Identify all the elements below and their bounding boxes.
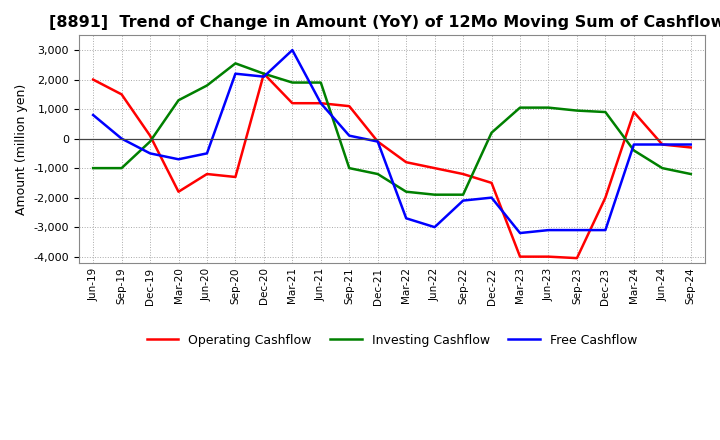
- Investing Cashflow: [431, 192, 439, 197]
- Investing Cashflow: [174, 98, 183, 103]
- Free Cashflow: [288, 48, 297, 53]
- Investing Cashflow: [145, 139, 154, 144]
- Operating Cashflow: [145, 133, 154, 138]
- Investing Cashflow: [202, 83, 211, 88]
- Operating Cashflow: [345, 103, 354, 109]
- Investing Cashflow: [260, 71, 269, 76]
- Free Cashflow: [431, 224, 439, 230]
- Investing Cashflow: [402, 189, 410, 194]
- Operating Cashflow: [202, 172, 211, 177]
- Operating Cashflow: [658, 142, 667, 147]
- Investing Cashflow: [629, 148, 638, 153]
- Operating Cashflow: [231, 174, 240, 180]
- Operating Cashflow: [117, 92, 126, 97]
- Operating Cashflow: [288, 101, 297, 106]
- Free Cashflow: [202, 151, 211, 156]
- Investing Cashflow: [487, 130, 496, 136]
- Free Cashflow: [658, 142, 667, 147]
- Investing Cashflow: [317, 80, 325, 85]
- Investing Cashflow: [544, 105, 553, 110]
- Free Cashflow: [459, 198, 467, 203]
- Operating Cashflow: [572, 256, 581, 261]
- Operating Cashflow: [317, 101, 325, 106]
- Free Cashflow: [374, 139, 382, 144]
- Legend: Operating Cashflow, Investing Cashflow, Free Cashflow: Operating Cashflow, Investing Cashflow, …: [142, 329, 642, 352]
- Investing Cashflow: [459, 192, 467, 197]
- Free Cashflow: [345, 133, 354, 138]
- Free Cashflow: [601, 227, 610, 233]
- Free Cashflow: [516, 231, 524, 236]
- Investing Cashflow: [374, 172, 382, 177]
- Investing Cashflow: [345, 165, 354, 171]
- Free Cashflow: [174, 157, 183, 162]
- Operating Cashflow: [487, 180, 496, 186]
- Investing Cashflow: [658, 165, 667, 171]
- Investing Cashflow: [288, 80, 297, 85]
- Free Cashflow: [89, 112, 97, 117]
- Free Cashflow: [145, 151, 154, 156]
- Free Cashflow: [572, 227, 581, 233]
- Y-axis label: Amount (million yen): Amount (million yen): [15, 83, 28, 215]
- Operating Cashflow: [89, 77, 97, 82]
- Operating Cashflow: [629, 110, 638, 115]
- Free Cashflow: [544, 227, 553, 233]
- Free Cashflow: [317, 101, 325, 106]
- Free Cashflow: [260, 74, 269, 79]
- Operating Cashflow: [174, 189, 183, 194]
- Operating Cashflow: [402, 160, 410, 165]
- Line: Investing Cashflow: Investing Cashflow: [93, 63, 690, 194]
- Operating Cashflow: [516, 254, 524, 259]
- Free Cashflow: [686, 142, 695, 147]
- Investing Cashflow: [117, 165, 126, 171]
- Investing Cashflow: [601, 110, 610, 115]
- Free Cashflow: [117, 136, 126, 141]
- Investing Cashflow: [516, 105, 524, 110]
- Investing Cashflow: [89, 165, 97, 171]
- Investing Cashflow: [231, 61, 240, 66]
- Title: [8891]  Trend of Change in Amount (YoY) of 12Mo Moving Sum of Cashflows: [8891] Trend of Change in Amount (YoY) o…: [49, 15, 720, 30]
- Operating Cashflow: [544, 254, 553, 259]
- Free Cashflow: [402, 216, 410, 221]
- Operating Cashflow: [459, 172, 467, 177]
- Free Cashflow: [231, 71, 240, 76]
- Free Cashflow: [629, 142, 638, 147]
- Line: Free Cashflow: Free Cashflow: [93, 50, 690, 233]
- Operating Cashflow: [601, 195, 610, 200]
- Operating Cashflow: [374, 139, 382, 144]
- Line: Operating Cashflow: Operating Cashflow: [93, 73, 690, 258]
- Operating Cashflow: [686, 145, 695, 150]
- Free Cashflow: [487, 195, 496, 200]
- Operating Cashflow: [260, 71, 269, 76]
- Operating Cashflow: [431, 165, 439, 171]
- Investing Cashflow: [686, 172, 695, 177]
- Investing Cashflow: [572, 108, 581, 113]
